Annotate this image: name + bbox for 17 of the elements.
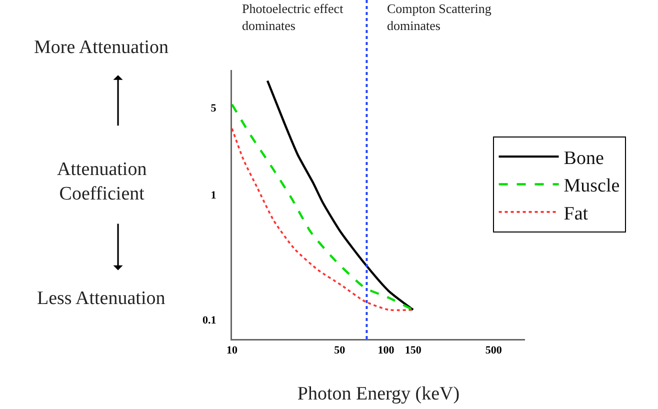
- x-tick-label: 150: [404, 344, 422, 357]
- text: Compton Scattering dominates: [387, 1, 492, 33]
- y-tick-label: 5: [210, 102, 217, 114]
- x-tick-label: 50: [334, 344, 346, 357]
- x-tick-label: 100: [378, 344, 395, 357]
- x-tick-label: 10: [226, 344, 238, 357]
- y-tick-label: 1: [210, 190, 216, 202]
- x-axis-title: Photon Energy (keV): [297, 383, 460, 404]
- text: Less Attenuation: [37, 288, 166, 309]
- text: Photoelectric effect dominates: [242, 1, 344, 33]
- legend-label: Muscle: [564, 176, 620, 197]
- legend-label: Fat: [564, 203, 589, 224]
- text: More Attenuation: [34, 37, 170, 58]
- legend-label: Bone: [564, 148, 604, 169]
- y-axis-title: Attenuation Coefficient: [57, 159, 148, 205]
- y-tick-label: 0.1: [202, 314, 216, 327]
- x-tick-label: 500: [485, 344, 502, 357]
